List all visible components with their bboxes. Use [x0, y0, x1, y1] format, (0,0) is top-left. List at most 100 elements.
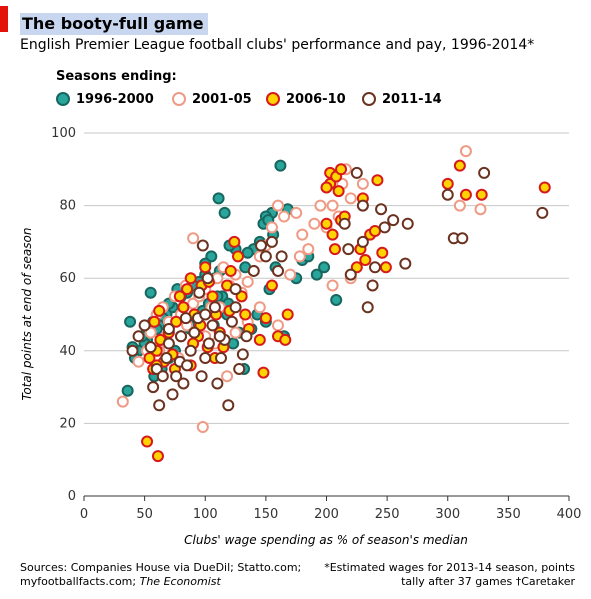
data-point[interactable]: [225, 315, 238, 328]
data-point[interactable]: [456, 232, 469, 245]
data-point[interactable]: [196, 421, 209, 434]
data-point[interactable]: [148, 315, 161, 328]
data-point[interactable]: [279, 333, 292, 346]
data-point[interactable]: [206, 290, 219, 303]
data-point[interactable]: [221, 370, 234, 383]
data-point[interactable]: [195, 370, 208, 383]
data-point[interactable]: [265, 235, 278, 248]
data-point[interactable]: [453, 199, 466, 212]
data-point[interactable]: [121, 384, 134, 397]
data-point[interactable]: [229, 326, 242, 339]
data-point[interactable]: [399, 257, 412, 270]
data-point[interactable]: [222, 399, 235, 412]
data-point[interactable]: [308, 217, 321, 230]
data-point[interactable]: [314, 199, 327, 212]
data-point[interactable]: [236, 348, 249, 361]
data-point[interactable]: [272, 264, 284, 277]
data-point[interactable]: [375, 203, 388, 216]
data-point[interactable]: [126, 344, 139, 357]
data-point[interactable]: [229, 301, 242, 314]
data-point[interactable]: [184, 344, 197, 357]
data-point[interactable]: [199, 261, 212, 274]
data-point[interactable]: [215, 352, 228, 365]
data-point[interactable]: [132, 330, 145, 343]
data-point[interactable]: [116, 395, 129, 408]
data-point[interactable]: [151, 450, 164, 463]
data-point[interactable]: [344, 192, 357, 205]
data-point[interactable]: [318, 261, 331, 274]
data-point[interactable]: [296, 228, 309, 241]
data-point[interactable]: [160, 352, 173, 365]
legend-item-2001-05[interactable]: 2001-05: [172, 90, 252, 108]
data-point[interactable]: [326, 199, 339, 212]
data-point[interactable]: [132, 355, 145, 368]
data-point[interactable]: [162, 337, 175, 350]
data-point[interactable]: [156, 370, 169, 383]
data-point[interactable]: [356, 199, 369, 212]
data-point[interactable]: [272, 199, 284, 212]
data-point[interactable]: [153, 304, 166, 317]
data-point[interactable]: [173, 290, 186, 303]
data-point[interactable]: [240, 330, 253, 343]
data-point[interactable]: [371, 174, 384, 187]
data-point[interactable]: [144, 341, 157, 354]
data-point[interactable]: [144, 286, 157, 299]
data-point[interactable]: [193, 286, 206, 299]
data-point[interactable]: [257, 366, 270, 379]
data-point[interactable]: [474, 203, 487, 216]
legend-item-1996-2000[interactable]: 1996-2000: [56, 90, 154, 108]
data-point[interactable]: [290, 206, 303, 219]
data-point[interactable]: [536, 206, 549, 219]
data-point[interactable]: [218, 206, 231, 219]
data-point[interactable]: [187, 232, 200, 245]
data-point[interactable]: [259, 312, 272, 325]
data-point[interactable]: [175, 330, 187, 343]
data-point[interactable]: [326, 228, 339, 241]
data-point[interactable]: [320, 181, 333, 194]
data-point[interactable]: [274, 159, 287, 172]
data-point[interactable]: [275, 250, 288, 263]
data-point[interactable]: [320, 217, 333, 230]
data-point[interactable]: [247, 264, 260, 277]
data-point[interactable]: [259, 250, 272, 263]
data-point[interactable]: [179, 312, 192, 325]
data-point[interactable]: [441, 177, 454, 190]
data-point[interactable]: [356, 235, 369, 248]
data-point[interactable]: [284, 268, 297, 281]
data-point[interactable]: [401, 217, 414, 230]
data-point[interactable]: [239, 308, 252, 321]
data-point[interactable]: [138, 319, 151, 332]
data-point[interactable]: [124, 315, 137, 328]
data-point[interactable]: [459, 188, 472, 201]
data-point[interactable]: [255, 239, 268, 252]
data-point[interactable]: [231, 250, 244, 263]
data-point[interactable]: [228, 235, 241, 248]
data-point[interactable]: [170, 370, 183, 383]
data-point[interactable]: [278, 210, 291, 223]
data-point[interactable]: [356, 177, 369, 190]
data-point[interactable]: [272, 319, 284, 332]
data-point[interactable]: [196, 239, 209, 252]
data-point[interactable]: [478, 166, 491, 179]
data-point[interactable]: [212, 192, 225, 205]
data-point[interactable]: [265, 279, 278, 292]
data-point[interactable]: [475, 188, 488, 201]
data-point[interactable]: [350, 166, 363, 179]
data-point[interactable]: [330, 293, 343, 306]
data-point[interactable]: [344, 268, 357, 281]
data-point[interactable]: [342, 243, 355, 256]
data-point[interactable]: [241, 275, 254, 288]
data-point[interactable]: [459, 145, 472, 158]
data-point[interactable]: [369, 225, 381, 238]
data-point[interactable]: [206, 319, 219, 332]
data-point[interactable]: [208, 301, 221, 314]
data-point[interactable]: [326, 279, 339, 292]
data-point[interactable]: [153, 399, 166, 412]
data-point[interactable]: [213, 330, 226, 343]
data-point[interactable]: [184, 272, 197, 285]
data-point[interactable]: [302, 243, 315, 256]
data-point[interactable]: [328, 243, 341, 256]
data-point[interactable]: [376, 246, 389, 259]
data-point[interactable]: [332, 185, 345, 198]
data-point[interactable]: [366, 279, 379, 292]
